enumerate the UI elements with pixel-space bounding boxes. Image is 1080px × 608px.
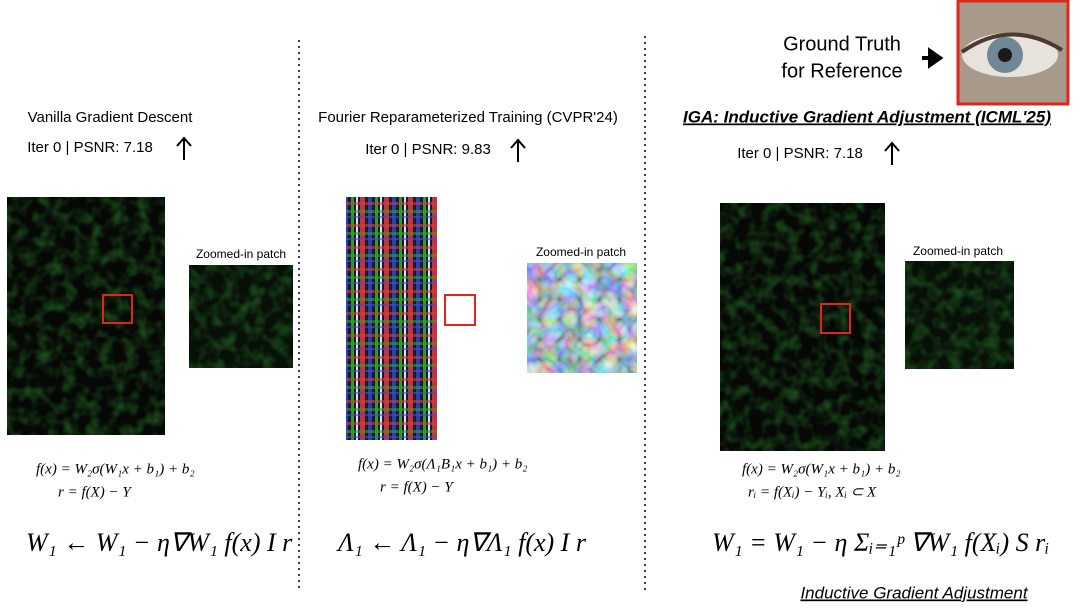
- status: Iter 0 | PSNR: 9.83: [365, 141, 491, 158]
- right-arrow: [922, 47, 944, 69]
- up-arrow: [176, 136, 192, 160]
- output-texture: [720, 203, 885, 451]
- pupil: [998, 48, 1012, 62]
- reference-label: for Reference: [781, 60, 902, 82]
- status: Iter 0 | PSNR: 7.18: [27, 139, 153, 156]
- status: Iter 0 | PSNR: 7.18: [737, 145, 863, 162]
- formula: f(x) = W₂σ(W₁x + b₁) + b₂: [742, 461, 901, 477]
- eyelid: [960, 32, 1064, 54]
- zoom-texture: [905, 261, 1014, 369]
- up-arrow: [510, 138, 526, 162]
- zoom-label: Zoomed-in patch: [196, 247, 286, 261]
- output-image: [346, 197, 437, 440]
- formula: r = f(X) − Y: [380, 479, 454, 495]
- zoom-texture: [189, 265, 293, 368]
- formula: f(x) = W₂σ(Λ₁B₁x + b₁) + b₂: [358, 456, 528, 472]
- zoom-box: [444, 294, 476, 326]
- up-arrow: [884, 141, 900, 165]
- zoom-patch: [527, 263, 637, 373]
- formula: f(x) = W₂σ(W₁x + b₁) + b₂: [36, 461, 195, 477]
- formula: rᵢ = f(Xᵢ) − Yᵢ, Xᵢ ⊂ X: [748, 484, 877, 500]
- zoom-label: Zoomed-in patch: [536, 245, 626, 259]
- panel-title: Vanilla Gradient Descent: [28, 109, 194, 126]
- update-rule: Λ₁ ← Λ₁ − η∇Λ₁ f(x) I r: [335, 528, 587, 557]
- panel-title: IGA: Inductive Gradient Adjustment (ICML…: [683, 107, 1051, 126]
- zoom-label: Zoomed-in patch: [913, 244, 1003, 258]
- zoom-box: [102, 294, 133, 324]
- update-rule: W₁ ← W₁ − η∇W₁ f(x) I r: [26, 528, 293, 557]
- reference-label: Ground Truth: [783, 33, 901, 55]
- panel-title: Fourier Reparameterized Training (CVPR'2…: [318, 109, 618, 126]
- update-rule: W₁ = W₁ − η Σᵢ₌₁ᵖ ∇W₁ f(Xᵢ) S rᵢ: [712, 528, 1049, 557]
- output-texture: [7, 197, 165, 435]
- caption: Inductive Gradient Adjustment: [800, 583, 1028, 602]
- formula: r = f(X) − Y: [58, 484, 132, 500]
- zoom-box: [820, 303, 851, 334]
